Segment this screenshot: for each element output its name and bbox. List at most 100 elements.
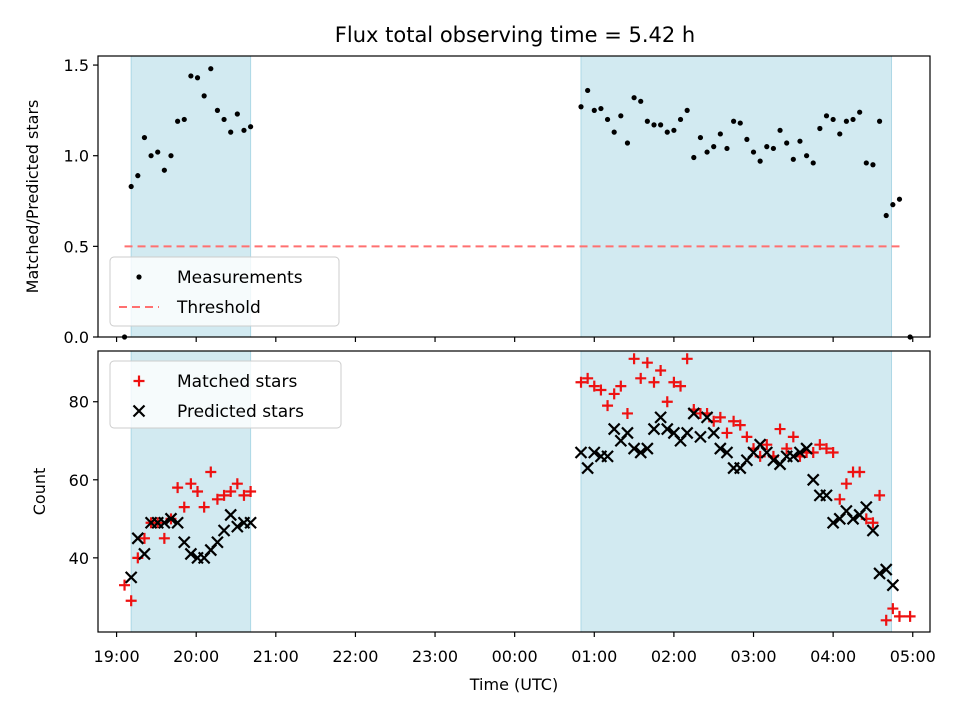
- measurement-point: [837, 131, 843, 137]
- matched-star-point: [225, 486, 237, 497]
- predicted-star-point: [581, 461, 594, 475]
- predicted-star-point: [217, 524, 231, 537]
- predicted-star-point: [886, 578, 900, 592]
- measurement-point: [711, 144, 717, 150]
- predicted-star-point: [707, 426, 720, 440]
- matched-star-point: [608, 388, 620, 400]
- matched-star-point: [641, 357, 653, 369]
- predicted-star-point: [588, 446, 601, 459]
- x-tick-label: 03:00: [730, 647, 776, 666]
- matched-star-point: [781, 443, 793, 455]
- x-tick-label: 05:00: [890, 647, 936, 666]
- predicted-star-point: [866, 524, 880, 537]
- predicted-star-point: [680, 426, 694, 440]
- y-tick-label: 40: [69, 549, 89, 568]
- predicted-star-point: [131, 532, 145, 545]
- predicted-star-point: [800, 442, 813, 455]
- matched-star-point: [205, 466, 217, 478]
- matched-star-point: [867, 517, 879, 529]
- predicted-star-point: [694, 430, 707, 444]
- shaded-span: [580, 55, 893, 338]
- matched-star-point: [185, 478, 197, 490]
- legend-measurement-swatch: [136, 274, 142, 280]
- measurement-point: [247, 124, 254, 130]
- measurement-point: [155, 149, 161, 155]
- measurement-point: [161, 167, 167, 173]
- measurement-point: [830, 116, 836, 123]
- x-tick-label: 23:00: [412, 647, 458, 666]
- measurement-point: [664, 129, 670, 135]
- measurement-point: [697, 134, 704, 141]
- legend-matched-label: Matched stars: [177, 372, 297, 392]
- measurement-point: [757, 158, 763, 164]
- predicted-star-point: [184, 547, 198, 561]
- measurement-point: [744, 136, 750, 142]
- measurement-point: [618, 113, 624, 119]
- measurement-point: [148, 153, 154, 159]
- matched-star-point: [741, 431, 753, 443]
- matched-star-point: [245, 486, 257, 497]
- matched-star-point: [840, 478, 852, 490]
- measurement-point: [585, 87, 591, 94]
- matched-star-point: [661, 396, 673, 408]
- predicted-star-point: [846, 512, 860, 526]
- x-axis-label: Time (UTC): [469, 675, 558, 694]
- matched-star-point: [588, 380, 600, 392]
- measurement-point: [724, 145, 730, 152]
- y-tick-label: 1.0: [64, 147, 89, 166]
- matched-star-point: [648, 376, 660, 388]
- predicted-star-point: [720, 446, 734, 459]
- matched-star-point: [675, 380, 687, 392]
- y-tick-label: 60: [69, 471, 89, 490]
- measurement-point: [228, 129, 234, 135]
- matched-star-point: [218, 489, 230, 501]
- matched-star-point: [602, 400, 614, 412]
- matched-star-point: [874, 489, 886, 501]
- measurement-point: [750, 149, 757, 155]
- measurement-point: [691, 154, 697, 161]
- x-tick-label: 04:00: [810, 647, 856, 666]
- x-tick-label: 02:00: [651, 647, 697, 666]
- matched-star-point: [854, 466, 866, 478]
- predicted-star-point: [634, 446, 648, 459]
- matched-star-point: [172, 482, 184, 494]
- shaded-span: [580, 350, 893, 633]
- predicted-star-point: [654, 411, 667, 424]
- x-tick-label: 19:00: [94, 647, 140, 666]
- measurement-point: [201, 93, 207, 99]
- matched-star-point: [681, 353, 693, 365]
- measurement-point: [843, 118, 850, 124]
- predicted-star-point: [820, 489, 833, 502]
- measurement-point: [631, 95, 637, 101]
- predicted-star-point: [244, 516, 257, 529]
- panel-counts: 40 60 80 19:00 20:00 21:00 22:00 23:00 00:00 01:0…: [30, 350, 936, 694]
- y-tick-label: 0.0: [64, 328, 89, 347]
- measurement-point: [870, 162, 876, 168]
- measurement-point: [896, 196, 903, 202]
- matched-star-point: [721, 427, 733, 439]
- predicted-star-point: [879, 563, 893, 576]
- predicted-star-point: [607, 422, 621, 436]
- predicted-star-point: [826, 516, 840, 529]
- measurement-point: [208, 66, 214, 72]
- measurement-point: [797, 138, 803, 144]
- predicted-star-point: [767, 454, 780, 467]
- matched-star-point: [138, 532, 150, 544]
- matched-star-point: [595, 384, 607, 396]
- matched-star-point: [635, 372, 647, 384]
- measurement-point: [876, 118, 883, 124]
- legend-threshold-label: Threshold: [176, 298, 261, 318]
- measurement-point: [817, 125, 823, 132]
- measurement-point: [658, 122, 664, 128]
- predicted-star-point: [860, 500, 873, 514]
- x-tick-label: 20:00: [173, 647, 219, 666]
- matched-star-point: [714, 411, 726, 423]
- predicted-star-point: [621, 426, 634, 440]
- legend-box: [109, 256, 340, 327]
- measurement-point: [141, 134, 148, 141]
- measurement-point: [717, 131, 723, 137]
- measurement-point: [784, 140, 790, 146]
- measurement-point: [644, 118, 650, 124]
- x-tick-label: 21:00: [253, 647, 299, 666]
